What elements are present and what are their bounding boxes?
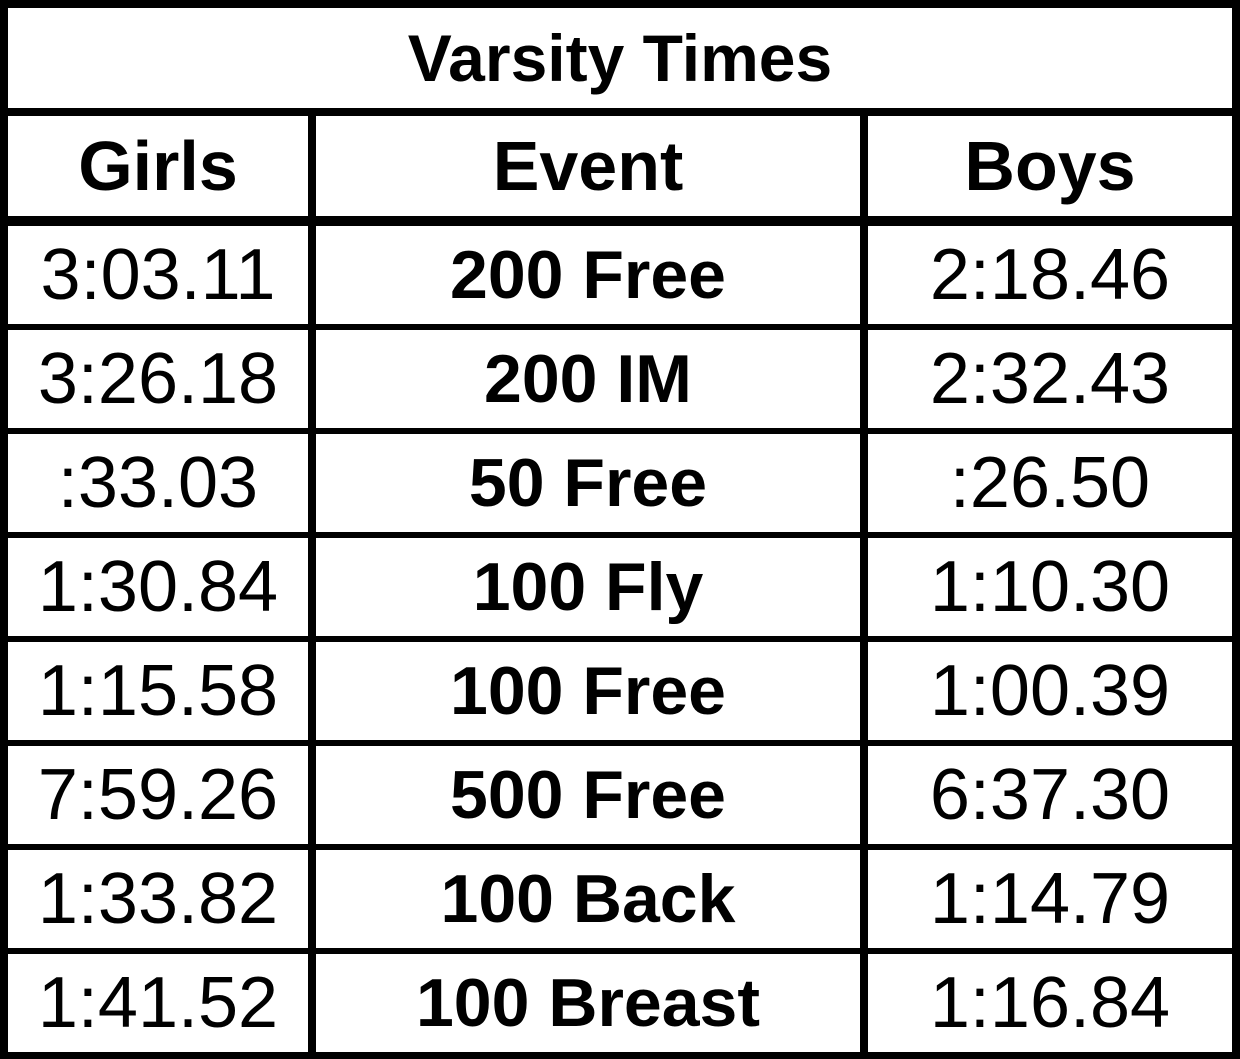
girls-time: 1:33.82 <box>8 850 308 948</box>
girls-time: :33.03 <box>8 434 308 532</box>
boys-time: 6:37.30 <box>868 746 1232 844</box>
column-header: Girls <box>8 116 308 216</box>
event-name: 100 Breast <box>316 954 860 1052</box>
event-name: 50 Free <box>316 434 860 532</box>
event-name: 100 Fly <box>316 538 860 636</box>
girls-time: 7:59.26 <box>8 746 308 844</box>
column-header: Boys <box>868 116 1232 216</box>
boys-time: 2:32.43 <box>868 330 1232 428</box>
column-header: Event <box>316 116 860 216</box>
event-name: 200 Free <box>316 226 860 324</box>
boys-time: 1:16.84 <box>868 954 1232 1052</box>
girls-time: 3:03.11 <box>8 226 308 324</box>
event-name: 200 IM <box>316 330 860 428</box>
boys-time: 1:10.30 <box>868 538 1232 636</box>
boys-time: 1:00.39 <box>868 642 1232 740</box>
boys-time: 2:18.46 <box>868 226 1232 324</box>
event-name: 100 Free <box>316 642 860 740</box>
girls-time: 3:26.18 <box>8 330 308 428</box>
girls-time: 1:15.58 <box>8 642 308 740</box>
boys-time: :26.50 <box>868 434 1232 532</box>
table-title: Varsity Times <box>8 8 1232 108</box>
event-name: 100 Back <box>316 850 860 948</box>
event-name: 500 Free <box>316 746 860 844</box>
boys-time: 1:14.79 <box>868 850 1232 948</box>
girls-time: 1:41.52 <box>8 954 308 1052</box>
girls-time: 1:30.84 <box>8 538 308 636</box>
